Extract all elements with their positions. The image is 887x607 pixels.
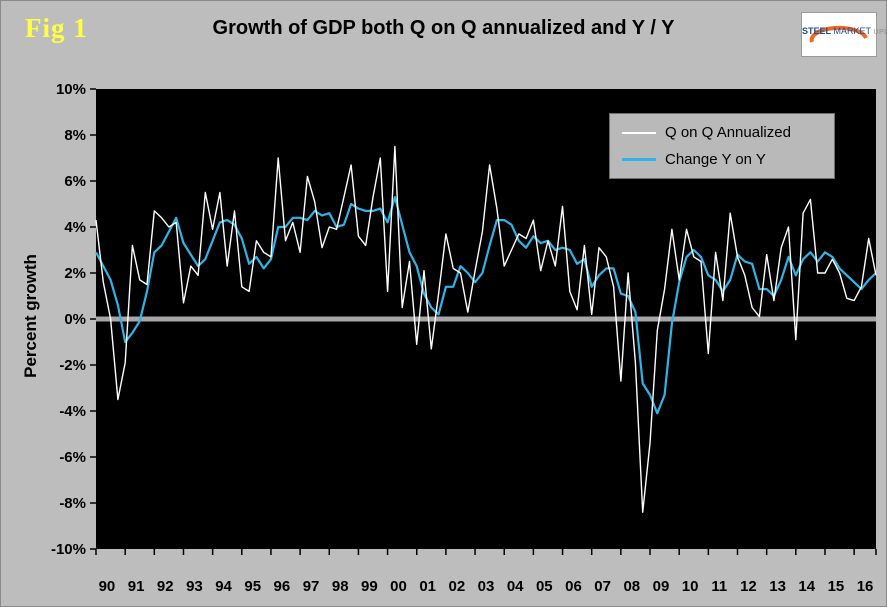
logo-text-update: UPDATE xyxy=(873,29,886,36)
y-axis-tick-label: 8% xyxy=(64,127,86,144)
y-axis-tick-label: 10% xyxy=(56,81,86,98)
x-axis-year-label: 16 xyxy=(857,578,874,595)
x-axis-year-label: 94 xyxy=(215,578,232,595)
x-axis-year-label: 09 xyxy=(653,578,670,595)
y-axis-tick-label: -4% xyxy=(59,403,86,420)
x-axis-year-label: 14 xyxy=(798,578,815,595)
chart-title: Growth of GDP both Q on Q annualized and… xyxy=(212,17,675,39)
legend-label-yoy: Change Y on Y xyxy=(665,151,766,168)
x-axis-year-label: 10 xyxy=(682,578,699,595)
logo-text-market: MARKET xyxy=(833,26,871,36)
legend-entry-yoy: Change Y on Y xyxy=(622,151,822,168)
yoy-line-swatch xyxy=(622,158,656,161)
x-axis-year-label: 06 xyxy=(565,578,582,595)
yoy-change-line xyxy=(95,196,877,415)
y-axis-tick-label: -2% xyxy=(59,357,86,374)
steel-market-update-logo: STEEL MARKET UPDATE xyxy=(801,12,886,57)
y-axis-tick-label: -6% xyxy=(59,449,86,466)
y-axis-tick-label: 4% xyxy=(64,219,86,236)
x-axis-year-label: 92 xyxy=(157,578,174,595)
x-axis-year-label: 07 xyxy=(594,578,611,595)
logo-swoosh-icon xyxy=(809,25,868,43)
y-axis-tick-label: -10% xyxy=(51,541,86,558)
x-axis-year-label: 98 xyxy=(332,578,349,595)
logo-text-steel: STEEL xyxy=(802,26,832,36)
logo-text: STEEL MARKET UPDATE xyxy=(802,26,886,38)
legend-entry-qoq: Q on Q Annualized xyxy=(622,124,822,141)
y-axis-tick-label: 0% xyxy=(64,311,86,328)
x-axis-year-label: 02 xyxy=(448,578,465,595)
x-axis-year-label: 03 xyxy=(478,578,495,595)
figure-label: Fig 1 xyxy=(25,13,88,43)
qoq-line-swatch xyxy=(622,131,656,134)
legend-label-qoq: Q on Q Annualized xyxy=(665,124,791,141)
x-axis-year-label: 15 xyxy=(828,578,845,595)
y-axis-tick-label: 2% xyxy=(64,265,86,282)
y-axis-tick-label: -8% xyxy=(59,495,86,512)
x-axis-year-label: 05 xyxy=(536,578,553,595)
qoq-annualized-line xyxy=(95,145,877,513)
x-axis-year-label: 93 xyxy=(186,578,203,595)
x-axis-year-label: 99 xyxy=(361,578,378,595)
y-axis-tick-label: 6% xyxy=(64,173,86,190)
x-axis-year-label: 12 xyxy=(740,578,757,595)
x-axis-year-label: 13 xyxy=(769,578,786,595)
chart-legend: Q on Q Annualized Change Y on Y xyxy=(609,113,835,179)
x-axis-year-label: 01 xyxy=(419,578,436,595)
x-axis-year-label: 91 xyxy=(128,578,145,595)
x-axis-year-label: 90 xyxy=(99,578,116,595)
x-axis-year-label: 11 xyxy=(711,578,727,595)
x-axis-year-label: 04 xyxy=(507,578,524,595)
x-axis-year-label: 00 xyxy=(390,578,407,595)
x-axis-year-label: 08 xyxy=(623,578,640,595)
x-axis-year-label: 96 xyxy=(274,578,291,595)
x-axis-year-label: 95 xyxy=(244,578,261,595)
x-axis-year-label: 97 xyxy=(303,578,320,595)
